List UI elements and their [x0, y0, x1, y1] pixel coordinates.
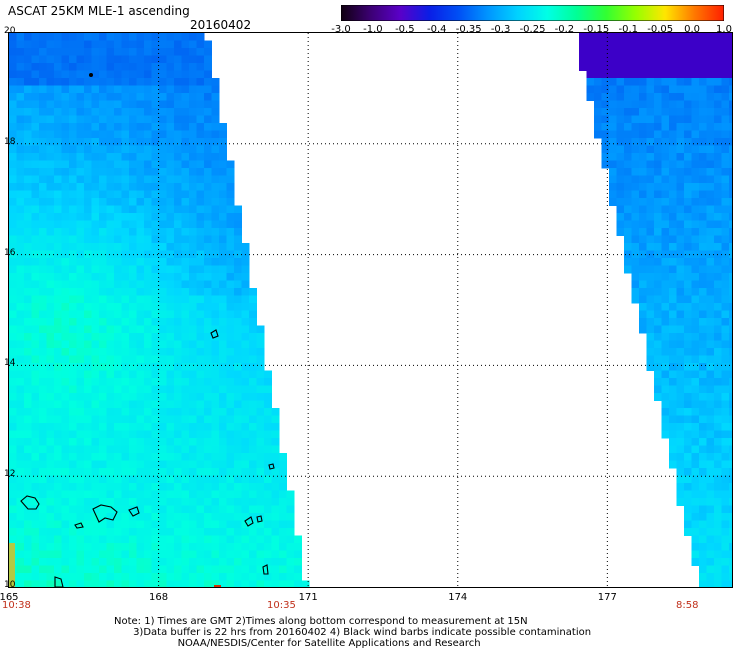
note-line-1: Note: 1) Times are GMT 2)Times along bot… [114, 616, 528, 627]
island-outline [256, 515, 263, 523]
time-label-right: 8:58 [676, 600, 699, 611]
island-outline [74, 522, 84, 529]
contamination-mark [89, 73, 93, 77]
colorbar-tick: -0.05 [647, 24, 674, 35]
colorbar-gradient [341, 5, 724, 21]
colorbar-tick: -0.2 [554, 24, 575, 35]
island-outline [268, 463, 275, 470]
y-tick-label: 14 [4, 358, 16, 369]
island-outline [244, 516, 254, 527]
island-outline [262, 564, 269, 575]
note-line-3: NOAA/NESDIS/Center for Satellite Applica… [114, 638, 481, 649]
swath-right [579, 33, 732, 587]
y-tick-label: 10 [4, 580, 16, 590]
chart-date: 20160402 [190, 18, 252, 32]
x-tick-label: 177 [597, 592, 617, 603]
x-tick-label: 165 [0, 592, 19, 603]
colorbar-tick: -0.1 [618, 24, 639, 35]
island-outlines [20, 329, 275, 587]
y-tick-label: 16 [4, 247, 16, 258]
x-tick-label: 174 [448, 592, 468, 603]
edge-strip [9, 543, 15, 587]
footer-notes: Note: 1) Times are GMT 2)Times along bot… [114, 616, 591, 649]
island-outline [210, 329, 219, 339]
plot-area [8, 32, 733, 588]
colorbar-tick: -3.0 [331, 24, 351, 35]
colorbar-tick: -0.5 [395, 24, 415, 35]
x-tick-label: 171 [298, 592, 318, 603]
colorbar-tick: -0.35 [455, 24, 482, 35]
island-outline [54, 576, 64, 587]
note-line-2: 3)Data buffer is 22 hrs from 20160402 4)… [114, 627, 592, 638]
island-outline [20, 495, 40, 510]
island-outline [128, 506, 140, 517]
colorbar-tick: 0.0 [684, 24, 701, 35]
x-tick-label: 168 [149, 592, 169, 603]
time-label-left: 10:38 [2, 600, 31, 611]
colorbar-tick: 1.0 [716, 24, 732, 35]
grid [9, 33, 732, 587]
colorbar [341, 5, 724, 21]
time-label-mid: 10:35 [267, 600, 296, 611]
colorbar-tick: -0.15 [583, 24, 610, 35]
colorbar-tick: -1.0 [363, 24, 383, 35]
swath-left [9, 33, 310, 587]
colorbar-tick: -0.25 [519, 24, 546, 35]
chart-title: ASCAT 25KM MLE-1 ascending [8, 4, 190, 18]
y-tick-label: 12 [4, 469, 16, 480]
island-outline [92, 504, 118, 523]
y-tick-label: 18 [4, 136, 16, 147]
colorbar-tick: -0.4 [426, 24, 447, 35]
y-tick-label: 20 [4, 26, 16, 36]
colorbar-tick: -0.3 [490, 24, 511, 35]
heatmap [9, 33, 732, 587]
